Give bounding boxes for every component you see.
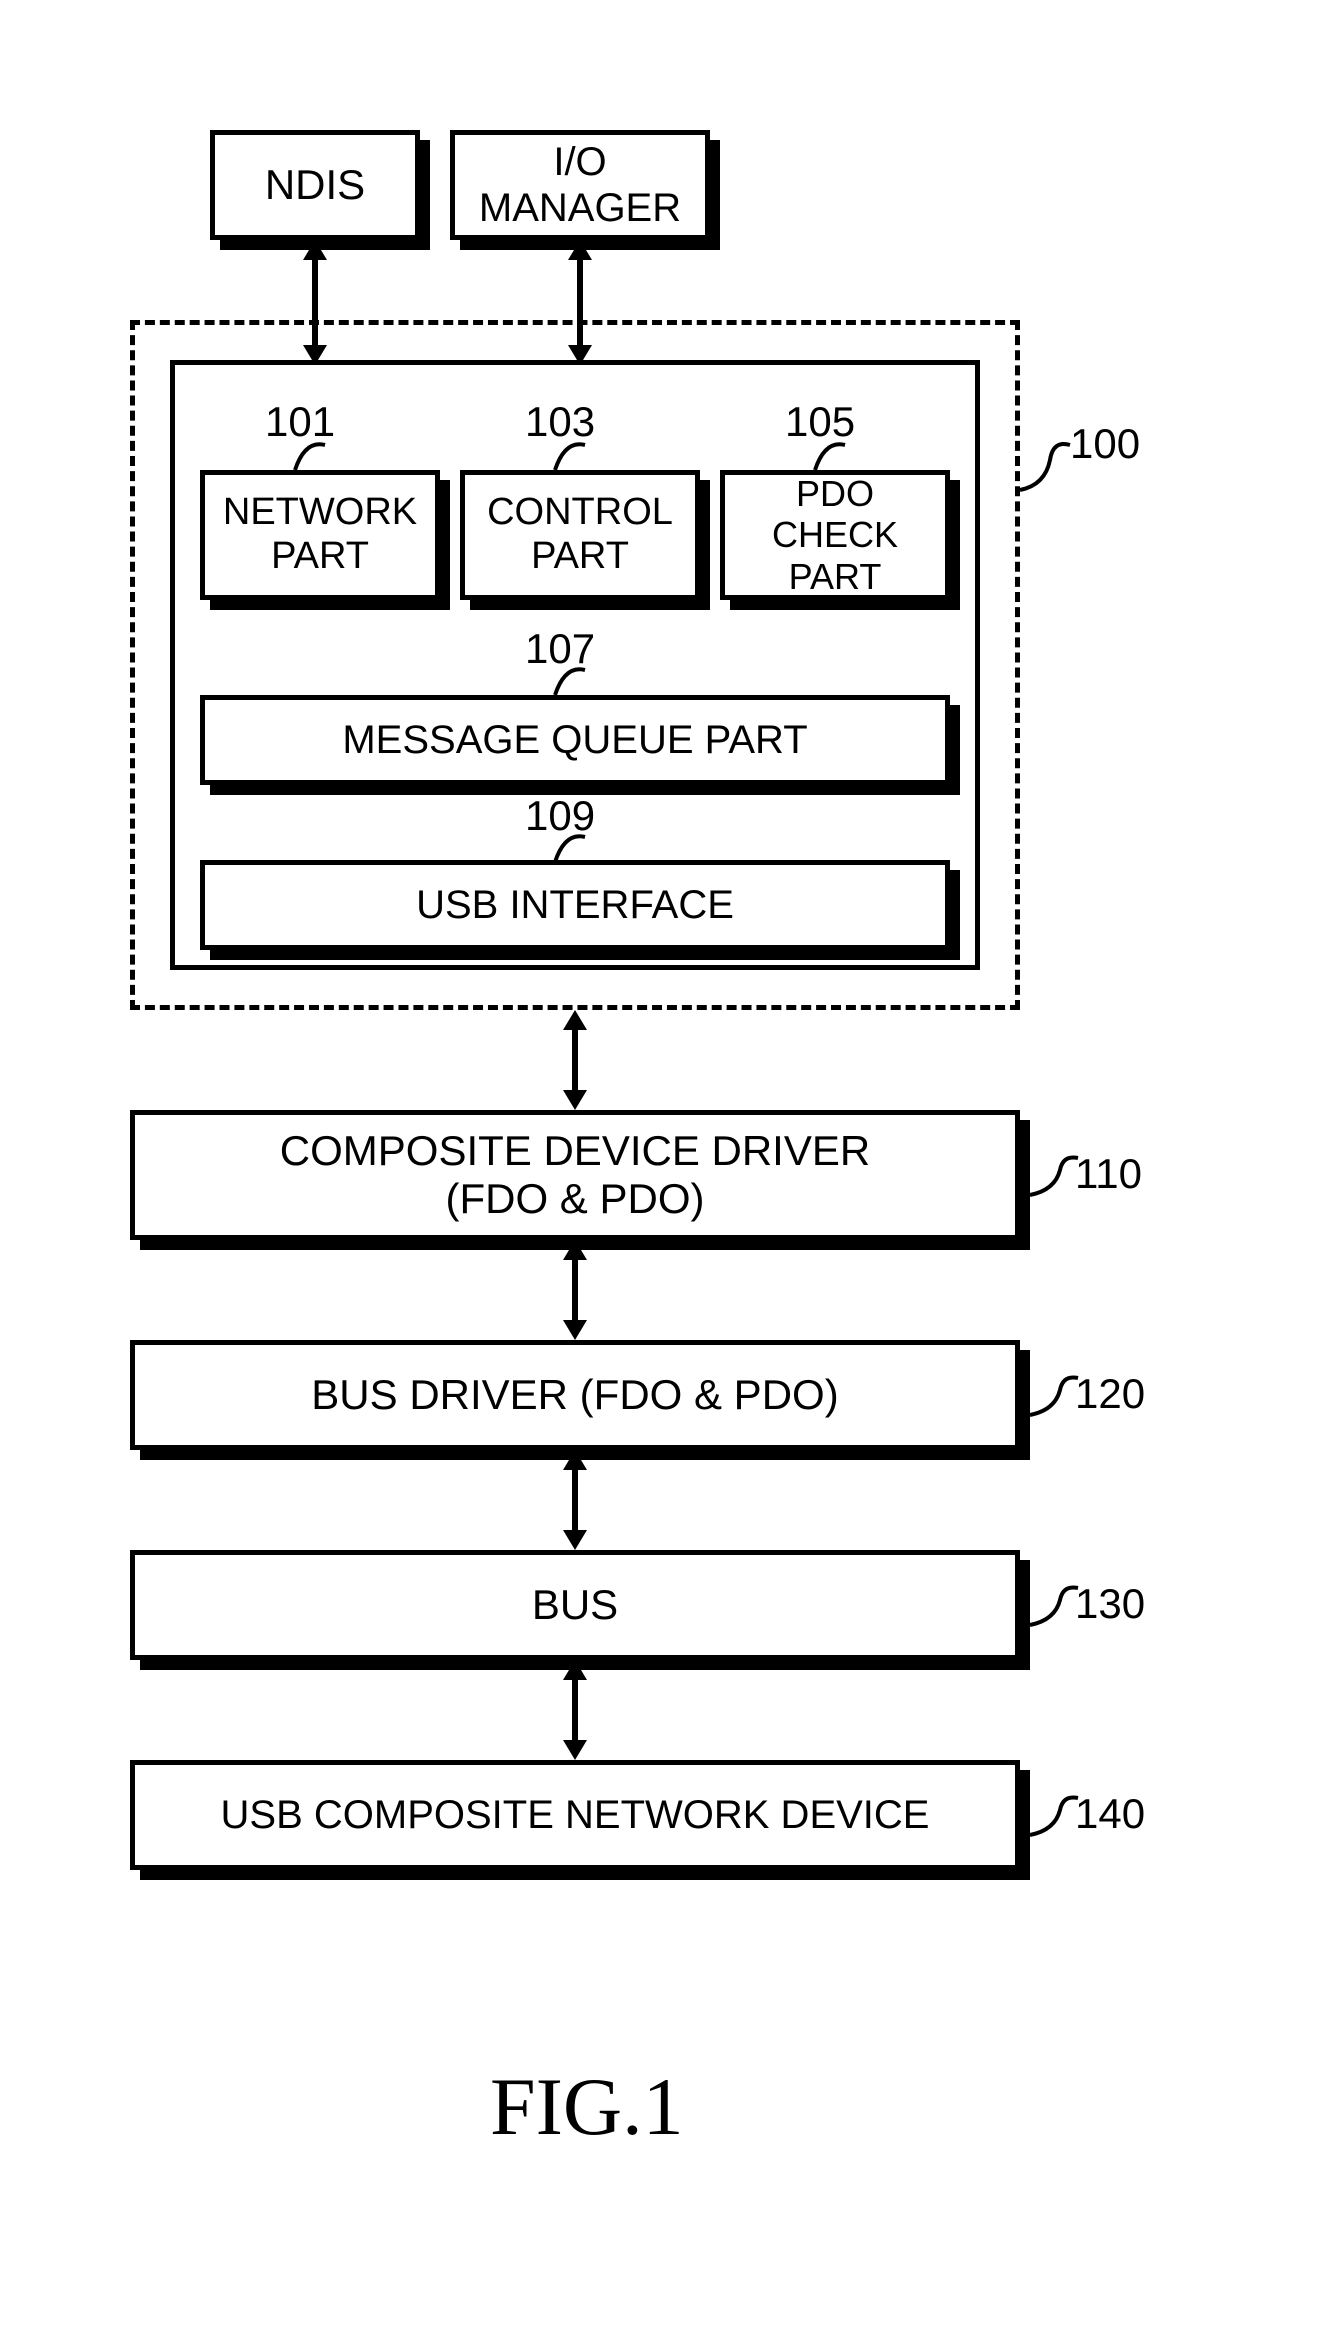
ref-105-leader [810,440,850,475]
ref-140-leader [1030,1795,1080,1840]
ref-110: 110 [1075,1150,1142,1198]
usb-device-label: USB COMPOSITE NETWORK DEVICE [221,1792,930,1838]
bus-driver-label: BUS DRIVER (FDO & PDO) [311,1371,838,1419]
network-part-label: NETWORK PART [223,491,417,578]
network-part-box: NETWORK PART [200,470,440,600]
ref-110-leader [1030,1155,1080,1200]
diagram-canvas: NDIS I/O MANAGER NETWORK PART CONTROL PA… [0,0,1344,2327]
composite-driver-label: COMPOSITE DEVICE DRIVER (FDO & PDO) [280,1127,870,1224]
ref-107-leader [550,665,590,700]
ref-105: 105 [785,398,855,446]
message-queue-label: MESSAGE QUEUE PART [342,717,807,763]
pdo-check-label: PDO CHECK PART [772,473,898,597]
arrow-130-140 [560,1660,590,1760]
figure-title: FIG.1 [490,2060,684,2154]
bus-driver-box: BUS DRIVER (FDO & PDO) [130,1340,1020,1450]
pdo-check-box: PDO CHECK PART [720,470,950,600]
ref-109-leader [550,832,590,867]
ref-103-leader [550,440,590,475]
io-manager-box: I/O MANAGER [450,130,710,240]
ref-101: 101 [265,398,335,446]
arrow-120-130 [560,1450,590,1550]
ref-100-leader [1020,440,1070,500]
composite-driver-box: COMPOSITE DEVICE DRIVER (FDO & PDO) [130,1110,1020,1240]
ref-140: 140 [1075,1790,1145,1838]
ref-120: 120 [1075,1370,1145,1418]
ref-103: 103 [525,398,595,446]
ref-130-leader [1030,1585,1080,1630]
message-queue-box: MESSAGE QUEUE PART [200,695,950,785]
bus-box: BUS [130,1550,1020,1660]
arrow-io-manager [565,240,595,365]
control-part-label: CONTROL PART [487,491,673,578]
ref-100: 100 [1070,420,1140,468]
ndis-label: NDIS [265,161,365,209]
ref-130: 130 [1075,1580,1145,1628]
ref-101-leader [290,440,330,475]
usb-device-box: USB COMPOSITE NETWORK DEVICE [130,1760,1020,1870]
bus-label: BUS [532,1581,618,1629]
usb-interface-box: USB INTERFACE [200,860,950,950]
ndis-box: NDIS [210,130,420,240]
arrow-110-120 [560,1240,590,1340]
io-manager-label: I/O MANAGER [479,139,681,231]
control-part-box: CONTROL PART [460,470,700,600]
arrow-ndis [300,240,330,365]
usb-interface-label: USB INTERFACE [416,882,734,928]
ref-120-leader [1030,1375,1080,1420]
arrow-100-110 [560,1010,590,1110]
